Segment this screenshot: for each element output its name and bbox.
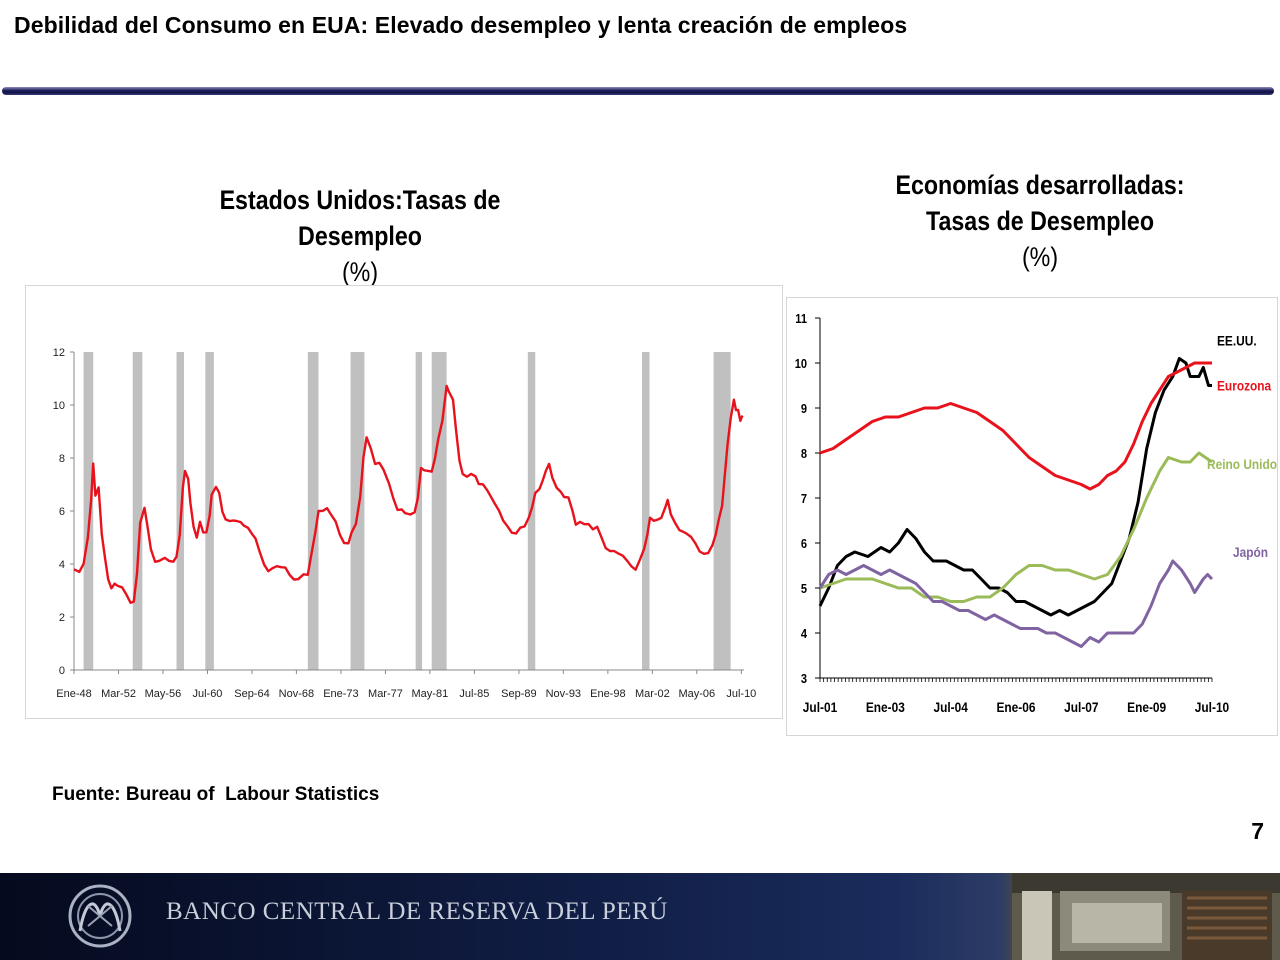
title-divider [2,87,1274,95]
recession-band-1 [132,352,143,670]
x-tick-label-Jul-10: Jul-10 [1195,699,1229,715]
x-tick-label-Nov-93: Nov-93 [546,688,581,700]
x-tick-label-Sep-89: Sep-89 [501,688,536,700]
recession-band-0 [83,352,94,670]
x-tick-label-Jul-01: Jul-01 [803,699,837,715]
dev-heading-line1: Economías desarrolladas: [895,170,1185,200]
dev-heading-unit: (%) [1021,242,1059,272]
us-heading-line2: Desempleo [298,221,422,251]
series-line-0 [818,357,1212,617]
y-tick-label-7: 7 [801,491,807,506]
bcrp-monogram-logo-icon [68,884,132,948]
developed-unemployment-chart: 3 4 5 6 7 8 9 10 11 Jul-01 Ene-03 Jul-04 Ene-06 Jul-0… [786,297,1278,736]
recession-band-6 [415,352,423,670]
x-tick-label-Ene-98: Ene-98 [590,688,625,700]
x-tick-label-May-56: May-56 [145,688,182,700]
y-tick-label-4: 4 [801,626,807,641]
y-tick-label-12: 12 [53,347,65,359]
y-tick-label-8: 8 [59,453,65,465]
recession-band-4 [307,352,319,670]
bank-hall-photo [1012,873,1280,960]
us-chart-heading: Estados Unidos:Tasas de Desempleo (%) [179,182,540,290]
recession-band-9 [642,352,650,670]
page-number: 7 [1251,818,1264,844]
x-tick-label-Nov-68: Nov-68 [279,688,314,700]
x-tick-label-Mar-52: Mar-52 [101,688,136,700]
recession-band-10 [713,352,731,670]
x-tick-label-Jul-04: Jul-04 [933,699,968,715]
x-tick-label-Ene-06: Ene-06 [996,699,1035,715]
footer-banner: BANCO CENTRAL DE RESERVA DEL PERÚ [0,873,1280,960]
y-tick-label-6: 6 [59,506,65,518]
us-heading-line1: Estados Unidos:Tasas de [219,185,501,215]
dev-chart-svg: 3 4 5 6 7 8 9 10 11 Jul-01 Ene-03 Jul-04 Ene-06 Jul-0… [795,311,1277,715]
y-tick-label-10: 10 [53,400,65,412]
y-tick-label-3: 3 [801,671,807,686]
x-tick-label-Jul-07: Jul-07 [1064,699,1098,715]
x-tick-label-May-81: May-81 [412,688,449,700]
y-tick-label-11: 11 [795,311,807,326]
x-tick-label-Jul-10: Jul-10 [726,688,756,700]
y-tick-label-0: 0 [59,665,65,677]
y-tick-label-6: 6 [801,536,807,551]
x-tick-label-Ene-09: Ene-09 [1127,699,1166,715]
x-tick-label-Mar-77: Mar-77 [368,688,403,700]
x-tick-label-Mar-02: Mar-02 [635,688,670,700]
series-label-1: Eurozona [1217,378,1272,394]
series-label-2: Reino Unido [1207,456,1277,472]
x-tick-label-Ene-48: Ene-48 [56,688,91,700]
source-note: Fuente: Bureau of Labour Statistics [52,784,380,805]
x-tick-label-Ene-73: Ene-73 [323,688,358,700]
slide-title: Debilidad del Consumo en EUA: Elevado de… [14,12,908,38]
us-chart-svg: 0 2 4 6 8 10 12 Ene-48 Mar-52 May-56 Jul-60 Sep-64 N… [53,347,757,700]
x-tick-label-Jul-60: Jul-60 [192,688,222,700]
series-line-3 [818,559,1214,648]
y-tick-label-4: 4 [59,559,65,571]
y-tick-label-8: 8 [801,446,807,461]
x-tick-label-Sep-64: Sep-64 [234,688,269,700]
x-tick-label-May-06: May-06 [678,688,715,700]
x-tick-label-Jul-85: Jul-85 [459,688,489,700]
series-label-0: EE.UU. [1217,333,1257,349]
series-label-3: Japón [1233,544,1268,560]
us-heading-unit: (%) [341,257,379,287]
bank-name: BANCO CENTRAL DE RESERVA DEL PERÚ [166,898,668,925]
y-tick-label-5: 5 [801,581,807,596]
us-unemployment-line [73,384,744,604]
dev-heading-line2: Tasas de Desempleo [925,206,1155,236]
dev-chart-heading: Economías desarrolladas: Tasas de Desemp… [859,167,1220,275]
y-tick-label-9: 9 [801,401,807,416]
y-tick-label-2: 2 [59,612,65,624]
y-tick-label-10: 10 [795,356,808,371]
us-unemployment-chart: 0 2 4 6 8 10 12 Ene-48 Mar-52 May-56 Jul-60 Sep-64 N… [25,285,783,719]
series-line-1 [819,361,1212,491]
recession-band-7 [431,352,447,670]
x-tick-label-Ene-03: Ene-03 [866,699,905,715]
series-line-2 [819,451,1213,603]
